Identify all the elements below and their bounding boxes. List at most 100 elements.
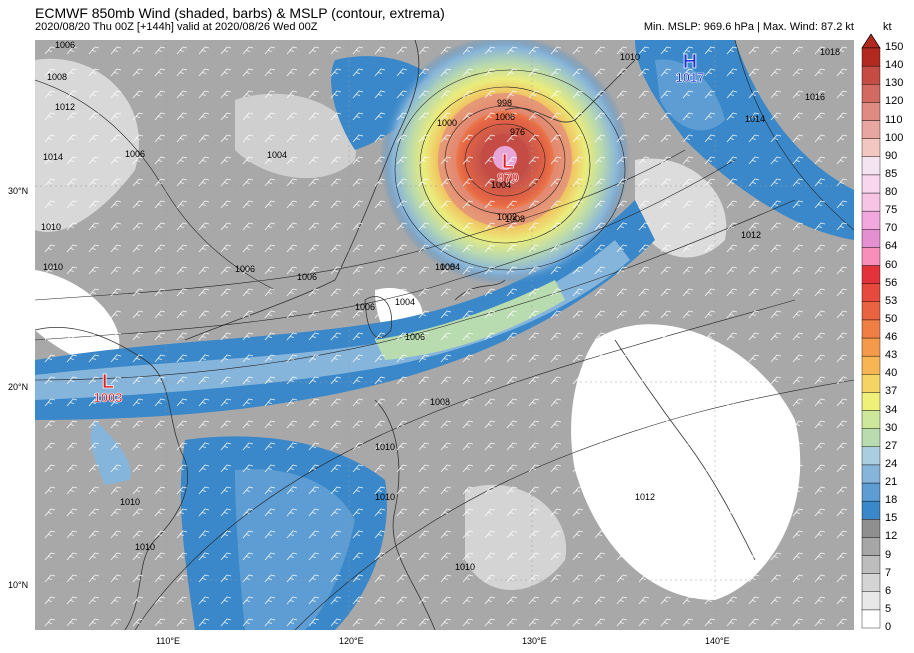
wind-barb <box>726 398 738 407</box>
wind-barb <box>594 222 606 231</box>
wind-barb <box>550 618 562 627</box>
wind-barb <box>154 618 166 627</box>
wind-barb <box>242 574 254 583</box>
wind-barb <box>616 68 628 77</box>
wind-barb <box>418 596 430 605</box>
wind-barb <box>748 552 760 561</box>
wind-barb <box>418 112 430 121</box>
wind-barb <box>616 134 628 143</box>
wind-barb <box>110 112 122 121</box>
wind-barb <box>198 46 210 55</box>
wind-barb <box>462 420 474 429</box>
colorbar-swatch <box>861 555 881 574</box>
wind-barb <box>308 508 320 517</box>
wind-barb <box>264 156 276 165</box>
wind-barb <box>594 376 606 385</box>
wind-barb <box>440 46 452 55</box>
wind-barb <box>198 596 210 605</box>
wind-barb <box>660 508 672 517</box>
wind-barb <box>594 156 606 165</box>
wind-barb <box>748 46 760 55</box>
wind-barb <box>66 112 78 121</box>
wind-barb <box>836 310 848 319</box>
wind-barb <box>528 112 540 121</box>
wind-barb <box>770 244 782 253</box>
wind-barb <box>594 574 606 583</box>
wind-barb <box>154 68 166 77</box>
wind-barb <box>484 178 496 187</box>
wind-barb <box>792 354 804 363</box>
wind-barb <box>198 200 210 209</box>
isobar-label: 1010 <box>120 497 140 507</box>
wind-barb <box>110 46 122 55</box>
wind-barb <box>814 354 826 363</box>
wind-barb <box>396 112 408 121</box>
wind-barb <box>308 90 320 99</box>
wind-barb <box>528 442 540 451</box>
wind-barb <box>528 134 540 143</box>
colorbar-tick-label: 0 <box>885 621 892 633</box>
wind-barb <box>308 178 320 187</box>
wind-barb <box>528 552 540 561</box>
wind-barb <box>748 596 760 605</box>
colorbar-tick-label: 43 <box>885 349 898 362</box>
wind-barb <box>176 200 188 209</box>
wind-barb <box>462 354 474 363</box>
wind-barb <box>110 310 122 319</box>
wind-barb <box>682 178 694 187</box>
wind-barb <box>66 46 78 55</box>
wind-barb <box>484 464 496 473</box>
wind-barb <box>814 552 826 561</box>
wind-barb <box>638 200 650 209</box>
wind-barb <box>330 266 342 275</box>
wind-barb <box>726 310 738 319</box>
wind-barb <box>462 398 474 407</box>
wind-barb <box>660 464 672 473</box>
wind-barb <box>594 46 606 55</box>
isobar-label: 1014 <box>745 114 765 124</box>
wind-barb <box>66 134 78 143</box>
wind-barb <box>506 222 518 231</box>
wind-barb <box>440 112 452 121</box>
wind-barb <box>286 574 298 583</box>
wind-barb <box>66 244 78 253</box>
wind-barb <box>792 486 804 495</box>
colorbar-tick-label: 75 <box>885 204 898 217</box>
wind-barb <box>418 266 430 275</box>
wind-barb <box>550 68 562 77</box>
wind-barbs <box>44 46 848 627</box>
wind-barb <box>242 552 254 561</box>
wind-barb <box>814 618 826 627</box>
wind-barb <box>352 486 364 495</box>
wind-barb <box>242 244 254 253</box>
wind-barb <box>748 90 760 99</box>
wind-barb <box>440 618 452 627</box>
wind-barb <box>286 530 298 539</box>
wind-barb <box>484 442 496 451</box>
wind-barb <box>110 574 122 583</box>
wind-barb <box>770 332 782 341</box>
isobar-label: 1010 <box>455 562 475 572</box>
wind-barb <box>462 222 474 231</box>
wind-barb <box>66 442 78 451</box>
wind-barb <box>176 486 188 495</box>
wind-barb <box>176 244 188 253</box>
wind-barb <box>154 310 166 319</box>
wind-barb <box>286 442 298 451</box>
wind-barb <box>286 134 298 143</box>
wind-barb <box>726 266 738 275</box>
wind-barb <box>154 376 166 385</box>
wind-barb <box>242 332 254 341</box>
wind-barb <box>132 200 144 209</box>
wind-barb <box>242 266 254 275</box>
wind-barb <box>132 288 144 297</box>
wind-barb <box>418 486 430 495</box>
wind-barb <box>440 134 452 143</box>
wind-barb <box>88 552 100 561</box>
wind-barb <box>660 134 672 143</box>
wind-barb <box>308 68 320 77</box>
wind-barb <box>440 244 452 253</box>
wind-barb <box>418 420 430 429</box>
wind-barb <box>792 442 804 451</box>
wind-barb <box>506 200 518 209</box>
